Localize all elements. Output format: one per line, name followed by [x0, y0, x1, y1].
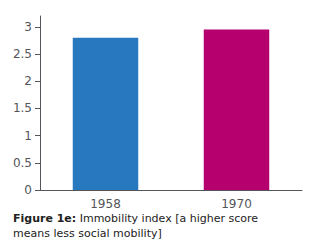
svg-text:Figure 1e:: Figure 1e: — [13, 212, 76, 225]
svg-text:1.5: 1.5 — [13, 101, 32, 115]
svg-text:0: 0 — [24, 183, 32, 197]
svg-text:Immobility index [a higher sco: Immobility index [a higher score — [76, 212, 258, 225]
svg-text:1970: 1970 — [221, 197, 252, 211]
svg-text:2.5: 2.5 — [13, 47, 32, 61]
svg-text:2: 2 — [24, 74, 32, 88]
svg-text:1958: 1958 — [90, 197, 121, 211]
svg-text:3: 3 — [24, 20, 32, 34]
svg-text:1: 1 — [24, 129, 32, 143]
svg-text:means less social mobility]: means less social mobility] — [13, 227, 162, 240]
svg-text:0.5: 0.5 — [13, 156, 32, 170]
